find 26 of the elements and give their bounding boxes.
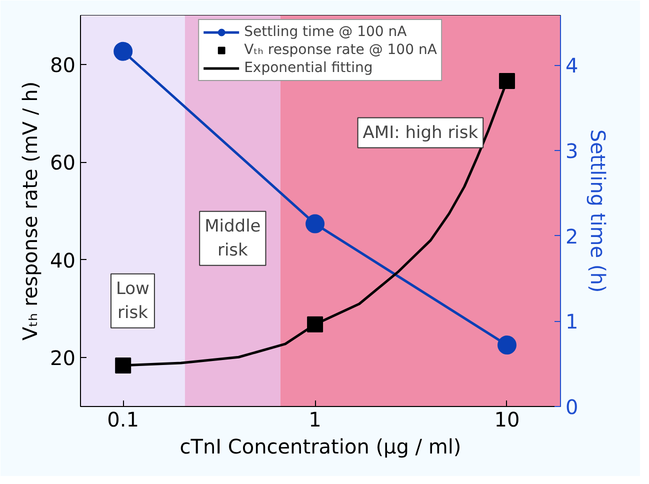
y-tick-label: 80 [50,52,76,77]
y2-tick-label: 3 [566,138,578,163]
y2-tick-label: 4 [566,54,578,78]
band-label: Low risk [116,278,150,323]
y-tick-label: 20 [50,346,76,370]
band-label: Middle risk [204,216,261,260]
y2-tick-label: 0 [566,395,578,419]
y2-axis-title: Settling time (h) [586,129,610,293]
point [306,214,325,234]
band-label: AMI: high risk [362,122,478,143]
legend-label: Settling time @ 100 nA [244,24,407,40]
legend-label: Exponential fitting [244,60,373,76]
x-tick-label: 10 [494,408,520,432]
point [497,336,516,355]
point [114,42,133,61]
y-tick-label: 40 [50,248,76,272]
y2-tick-label: 2 [566,224,578,248]
legend-label: Vₜₕ response rate @ 100 nA [244,42,437,58]
x-axis-title: cTnI Concentration (μg / ml) [180,434,462,458]
x-tick-label: 1 [308,408,322,432]
y-tick-label: 60 [50,150,76,175]
y2-tick-label: 1 [566,310,578,334]
point [498,72,515,89]
y-axis-title: Vₜₕ response rate (mV / h) [18,81,42,341]
x-tick-label: 0.1 [107,408,139,432]
point [115,357,132,374]
